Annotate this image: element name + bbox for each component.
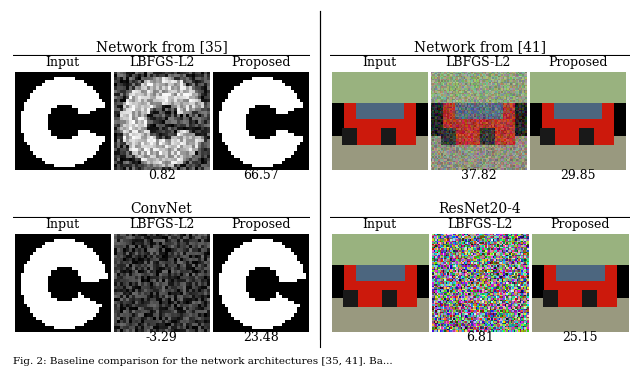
Text: Input: Input <box>362 56 396 69</box>
Text: 29.85: 29.85 <box>560 169 595 182</box>
Text: 0.82: 0.82 <box>148 169 175 182</box>
Text: LBFGS-L2: LBFGS-L2 <box>447 218 513 231</box>
Text: 37.82: 37.82 <box>461 169 496 182</box>
Text: Network from [41]: Network from [41] <box>414 40 546 54</box>
Text: Fig. 2: Baseline comparison for the network architectures [35, 41]. Ba...: Fig. 2: Baseline comparison for the netw… <box>13 357 392 366</box>
Text: Network from [35]: Network from [35] <box>95 40 228 54</box>
Text: 6.81: 6.81 <box>466 331 494 344</box>
Text: 23.48: 23.48 <box>243 331 278 344</box>
Text: ConvNet: ConvNet <box>131 202 193 216</box>
Text: Proposed: Proposed <box>231 218 291 231</box>
Text: Input: Input <box>45 56 79 69</box>
Text: Proposed: Proposed <box>231 56 291 69</box>
Text: LBFGS-L2: LBFGS-L2 <box>129 218 195 231</box>
Text: Proposed: Proposed <box>548 56 607 69</box>
Text: LBFGS-L2: LBFGS-L2 <box>445 56 511 69</box>
Text: 66.57: 66.57 <box>243 169 278 182</box>
Text: LBFGS-L2: LBFGS-L2 <box>129 56 195 69</box>
Text: Proposed: Proposed <box>550 218 610 231</box>
Text: -3.29: -3.29 <box>146 331 177 344</box>
Text: Input: Input <box>45 218 79 231</box>
Text: Input: Input <box>363 218 397 231</box>
Text: 25.15: 25.15 <box>563 331 598 344</box>
Text: ResNet20-4: ResNet20-4 <box>438 202 522 216</box>
